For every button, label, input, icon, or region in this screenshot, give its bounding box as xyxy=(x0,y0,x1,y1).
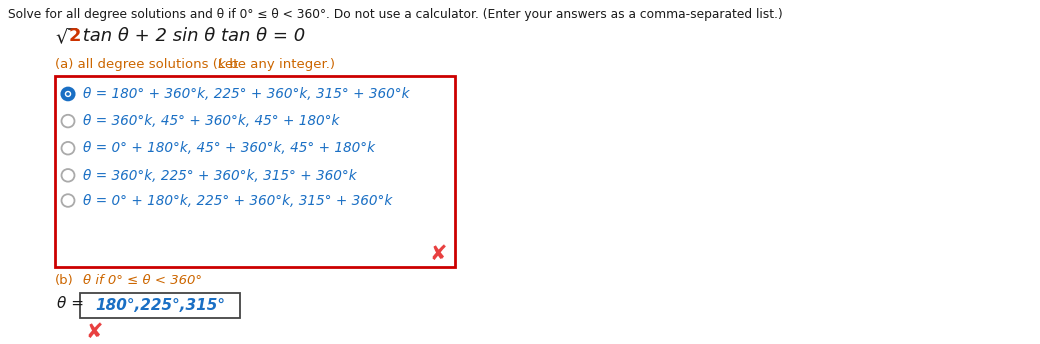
Text: ✘: ✘ xyxy=(430,244,447,264)
Text: (b): (b) xyxy=(55,274,74,287)
Circle shape xyxy=(67,92,70,96)
Circle shape xyxy=(61,194,75,207)
FancyBboxPatch shape xyxy=(80,292,240,318)
Text: tan θ + 2 sin θ tan θ = 0: tan θ + 2 sin θ tan θ = 0 xyxy=(77,27,306,45)
Circle shape xyxy=(61,88,75,100)
Text: ✘: ✘ xyxy=(85,322,103,342)
Text: θ =: θ = xyxy=(57,297,84,311)
Text: θ = 0° + 180°k, 45° + 360°k, 45° + 180°k: θ = 0° + 180°k, 45° + 360°k, 45° + 180°k xyxy=(83,141,375,155)
Text: (a) all degree solutions (Let: (a) all degree solutions (Let xyxy=(55,58,242,71)
Text: √: √ xyxy=(55,27,68,46)
Text: be any integer.): be any integer.) xyxy=(225,58,335,71)
Circle shape xyxy=(61,115,75,127)
Text: θ = 360°k, 225° + 360°k, 315° + 360°k: θ = 360°k, 225° + 360°k, 315° + 360°k xyxy=(83,169,357,183)
Text: θ if 0° ≤ θ < 360°: θ if 0° ≤ θ < 360° xyxy=(83,274,202,287)
Circle shape xyxy=(61,169,75,182)
Text: θ = 180° + 360°k, 225° + 360°k, 315° + 360°k: θ = 180° + 360°k, 225° + 360°k, 315° + 3… xyxy=(83,87,410,101)
Text: θ = 0° + 180°k, 225° + 360°k, 315° + 360°k: θ = 0° + 180°k, 225° + 360°k, 315° + 360… xyxy=(83,194,392,208)
Text: 2: 2 xyxy=(69,27,81,45)
Text: k: k xyxy=(218,58,226,71)
Text: Solve for all degree solutions and θ if 0° ≤ θ < 360°. Do not use a calculator. : Solve for all degree solutions and θ if … xyxy=(8,8,783,21)
Text: 180°,225°,315°: 180°,225°,315° xyxy=(95,298,225,313)
Circle shape xyxy=(64,91,72,97)
FancyBboxPatch shape xyxy=(55,76,456,267)
Text: θ = 360°k, 45° + 360°k, 45° + 180°k: θ = 360°k, 45° + 360°k, 45° + 180°k xyxy=(83,114,339,128)
Circle shape xyxy=(61,142,75,154)
